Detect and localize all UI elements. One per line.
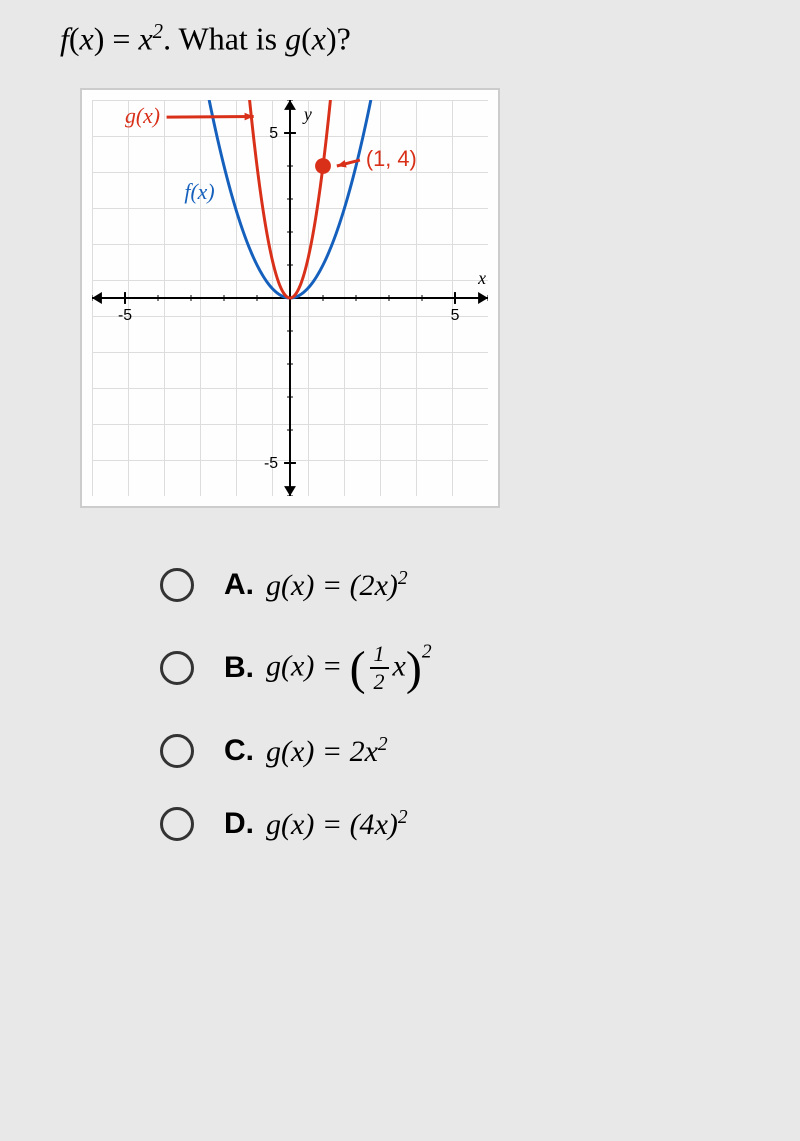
radio-b[interactable]	[160, 651, 194, 685]
svg-text:-5: -5	[118, 306, 132, 323]
option-equation: g(x) = (12x)2	[266, 641, 432, 696]
svg-text:5: 5	[269, 125, 278, 142]
chart-svg: 5 -5 5 -5 x y f(x) g(x) (1, 4)	[92, 100, 488, 496]
option-letter: C.	[224, 734, 254, 768]
option-letter: D.	[224, 807, 254, 841]
question-text: f(x) = x2. What is g(x)?	[60, 20, 740, 58]
option-c[interactable]: C. g(x) = 2x2	[160, 734, 740, 769]
option-equation: g(x) = (2x)2	[266, 568, 408, 603]
option-b[interactable]: B. g(x) = (12x)2	[160, 641, 740, 696]
radio-a[interactable]	[160, 568, 194, 602]
svg-text:g(x): g(x)	[125, 104, 160, 128]
svg-text:f(x): f(x)	[184, 180, 214, 204]
svg-text:x: x	[477, 268, 486, 288]
svg-text:-5: -5	[264, 455, 278, 472]
option-letter: A.	[224, 568, 254, 602]
chart-container: 5 -5 5 -5 x y f(x) g(x) (1, 4)	[80, 88, 500, 508]
svg-text:y: y	[302, 103, 312, 123]
option-equation: g(x) = 2x2	[266, 734, 388, 769]
radio-d[interactable]	[160, 807, 194, 841]
option-equation: g(x) = (4x)2	[266, 807, 408, 842]
answer-options: A. g(x) = (2x)2 B. g(x) = (12x)2 C. g(x)…	[160, 568, 740, 842]
svg-text:5: 5	[451, 306, 460, 323]
option-letter: B.	[224, 651, 254, 685]
option-d[interactable]: D. g(x) = (4x)2	[160, 807, 740, 842]
option-a[interactable]: A. g(x) = (2x)2	[160, 568, 740, 603]
radio-c[interactable]	[160, 734, 194, 768]
svg-text:(1, 4): (1, 4)	[366, 146, 417, 171]
